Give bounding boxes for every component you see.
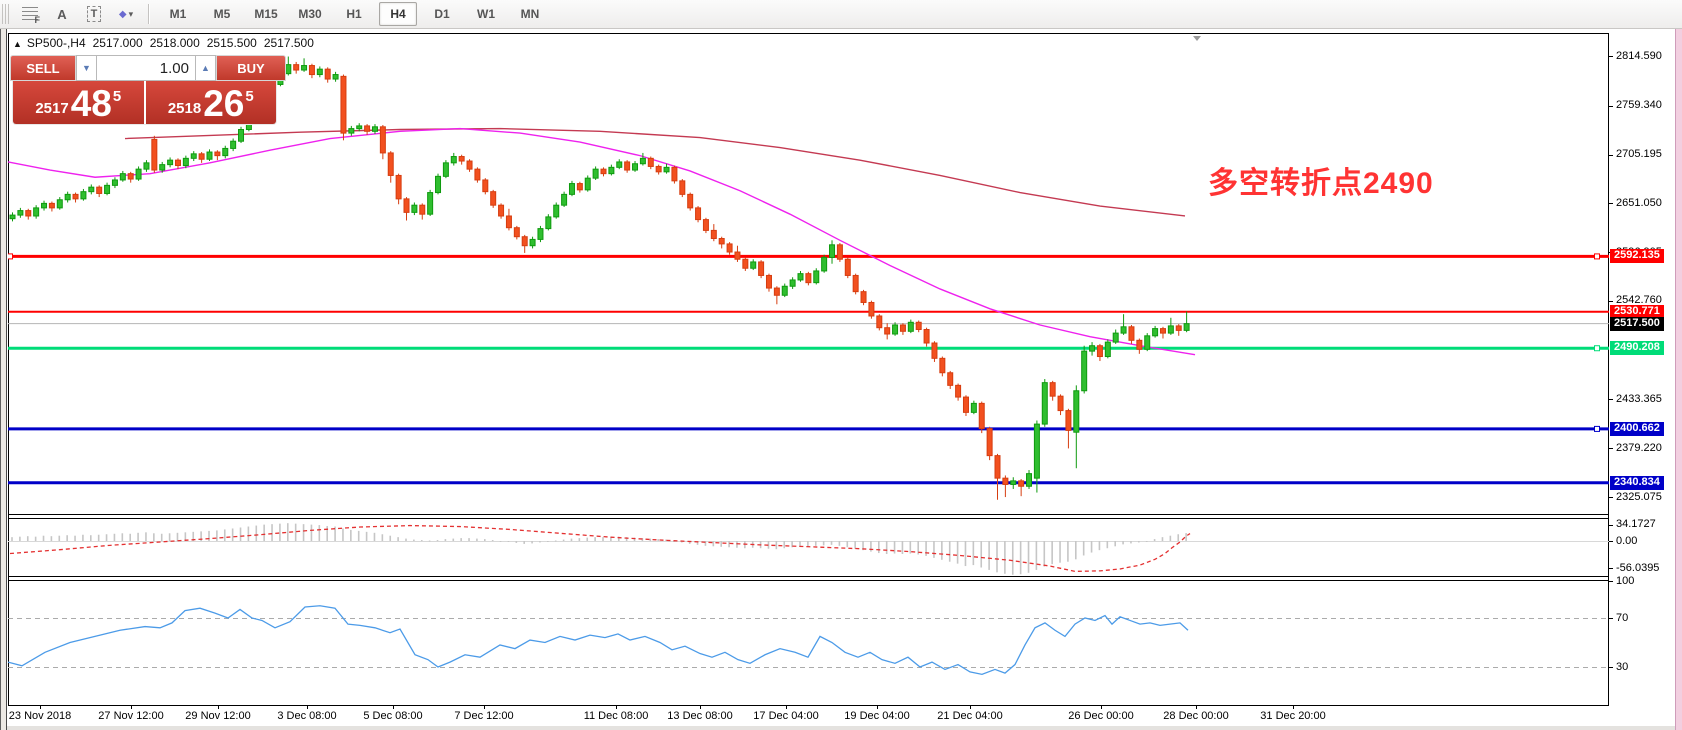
current-price-label: 2517.500 xyxy=(1610,316,1664,331)
timeframe-button-w1[interactable]: W1 xyxy=(477,7,495,21)
buy-price-display[interactable]: 2518 26 5 xyxy=(145,81,276,124)
chart-canvas[interactable] xyxy=(8,33,1610,706)
ohlc-high: 2518.000 xyxy=(149,36,200,50)
macd-axis-label: -56.0395 xyxy=(1616,561,1660,574)
ohlc-low: 2515.500 xyxy=(206,36,257,50)
price-marker-label: 2490.208 xyxy=(1610,341,1664,356)
chart-annotation-text: 多空转折点2490 xyxy=(1208,167,1434,200)
x-axis-label: 23 Nov 2018 xyxy=(8,710,72,722)
x-axis-label: 21 Dec 04:00 xyxy=(937,710,1003,722)
rsi-axis-label: 70 xyxy=(1616,611,1629,624)
y-axis-label: 2759.340 xyxy=(1616,99,1662,112)
price-marker-label: 2340.834 xyxy=(1610,475,1664,490)
volume-increase-button[interactable]: ▲ xyxy=(195,55,216,81)
rsi-axis-label: 30 xyxy=(1616,660,1629,673)
y-axis-label: 2379.220 xyxy=(1616,441,1662,454)
x-axis-label: 28 Dec 00:00 xyxy=(1163,710,1229,722)
sell-price-display[interactable]: 2517 48 5 xyxy=(13,81,146,124)
window-right-edge[interactable] xyxy=(1675,28,1682,730)
shapes-glyph: ◆ xyxy=(118,8,127,20)
spinner-down-icon: ▼ xyxy=(82,63,91,73)
x-axis-label: 27 Nov 12:00 xyxy=(98,710,164,722)
x-axis-label: 7 Dec 12:00 xyxy=(454,710,514,722)
price-marker-label: 2530.771 xyxy=(1610,304,1664,319)
top-toolbar: F A T ◆ ▾ M1 M5 M15 M30 H1 H4 D1 W1 MN xyxy=(0,0,1682,29)
window-bottom-edge xyxy=(7,726,1675,730)
one-click-trade-panel: SELL ▼ ▲ BUY 2517 48 5 2518 26 5 xyxy=(10,55,290,125)
text-box-icon[interactable]: T xyxy=(81,2,107,26)
timeframe-button-h4[interactable]: H4 xyxy=(379,2,417,26)
volume-decrease-button[interactable]: ▼ xyxy=(76,55,97,81)
sell-button[interactable]: SELL xyxy=(10,55,76,81)
macd-axis-label: 34.1727 xyxy=(1616,518,1656,530)
timeframe-button-m1[interactable]: M1 xyxy=(169,7,187,21)
text-a-glyph: A xyxy=(57,6,67,22)
x-axis-label: 19 Dec 04:00 xyxy=(844,710,910,722)
toolbar-grip[interactable] xyxy=(2,4,10,24)
symbol-header: ▲ SP500-,H4 2517.000 2518.000 2515.500 2517.5… xyxy=(13,36,321,50)
timeframe-button-m30[interactable]: M30 xyxy=(298,7,322,21)
volume-input[interactable] xyxy=(97,55,195,81)
timeframe-button-m15[interactable]: M15 xyxy=(254,7,278,21)
buy-price-small: 2518 xyxy=(167,100,202,117)
chevron-down-icon[interactable]: ▾ xyxy=(128,8,134,19)
rsi-axis-label: 100 xyxy=(1616,574,1635,587)
x-axis-label: 26 Dec 00:00 xyxy=(1068,710,1134,722)
ohlc-open: 2517.000 xyxy=(92,36,143,50)
buy-price-sup: 5 xyxy=(245,88,254,105)
price-marker-label: 2592.135 xyxy=(1610,249,1664,264)
ohlc-close: 2517.500 xyxy=(263,36,314,50)
indicators-f-icon[interactable]: F xyxy=(17,2,43,26)
y-axis-label: 2433.365 xyxy=(1616,392,1662,405)
x-axis-label: 29 Nov 12:00 xyxy=(185,710,251,722)
toolbar-separator xyxy=(148,4,150,24)
symbol-arrow-icon: ▲ xyxy=(13,39,22,49)
y-axis-label: 2814.590 xyxy=(1616,49,1662,62)
text-box-glyph: T xyxy=(86,6,102,22)
sell-price-sup: 5 xyxy=(112,88,122,105)
x-axis-label: 17 Dec 04:00 xyxy=(753,710,819,722)
x-axis-label: 5 Dec 08:00 xyxy=(363,710,423,722)
y-axis-label: 2542.760 xyxy=(1616,294,1662,307)
x-axis-label: 13 Dec 08:00 xyxy=(667,710,733,722)
y-axis-label: 2651.050 xyxy=(1616,196,1662,209)
timeframe-button-d1[interactable]: D1 xyxy=(434,7,450,21)
buy-button[interactable]: BUY xyxy=(216,55,286,81)
y-axis-label: 2596.905 xyxy=(1616,245,1662,258)
window-left-edge xyxy=(0,28,7,730)
y-axis-label: 2705.195 xyxy=(1616,148,1662,161)
spinner-up-icon: ▲ xyxy=(201,63,210,73)
timeframe-button-h1[interactable]: H1 xyxy=(346,7,362,21)
y-axis-label: 2325.075 xyxy=(1616,490,1662,503)
timeframe-button-mn[interactable]: MN xyxy=(520,7,540,21)
sell-price-big: 48 xyxy=(70,83,112,124)
macd-axis-label: 0.00 xyxy=(1616,534,1638,547)
shapes-icon[interactable]: ◆ ▾ xyxy=(113,2,139,26)
timeframe-button-m5[interactable]: M5 xyxy=(213,7,231,21)
timeframe-buttons: M1 M5 M15 M30 H1 H4 D1 W1 MN xyxy=(156,2,552,26)
x-axis-label: 31 Dec 20:00 xyxy=(1260,710,1326,722)
buy-price-big: 26 xyxy=(203,83,245,124)
sell-price-small: 2517 xyxy=(35,100,69,117)
price-marker-label: 2400.662 xyxy=(1610,421,1664,436)
x-axis-label: 11 Dec 08:00 xyxy=(583,710,649,722)
x-axis-label: 3 Dec 08:00 xyxy=(277,710,337,722)
indicators-f-icon: F xyxy=(22,7,40,25)
text-a-icon[interactable]: A xyxy=(49,2,75,26)
symbol-name: SP500-,H4 xyxy=(26,36,86,50)
